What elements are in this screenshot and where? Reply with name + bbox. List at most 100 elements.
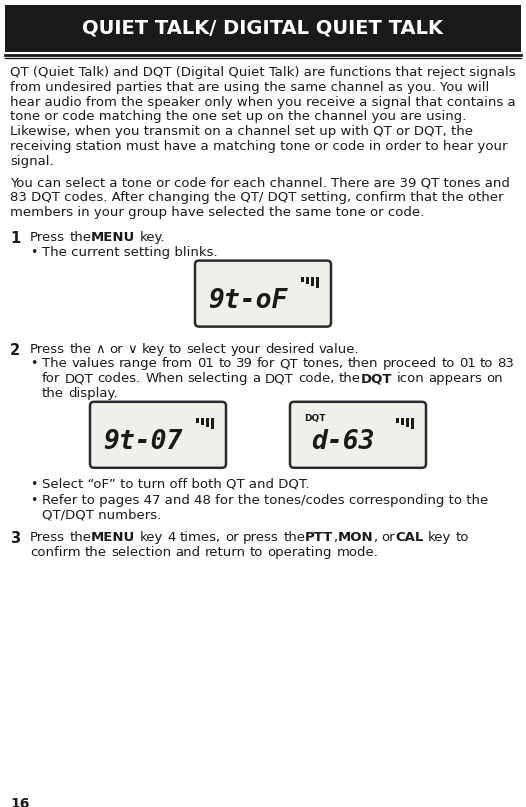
Text: to: to bbox=[456, 531, 469, 544]
Text: Refer to pages 47 and 48 for the tones/codes corresponding to the: Refer to pages 47 and 48 for the tones/c… bbox=[42, 494, 488, 507]
Text: for: for bbox=[257, 358, 276, 370]
Bar bbox=[406, 418, 409, 427]
Text: press: press bbox=[243, 531, 279, 544]
Text: the: the bbox=[42, 387, 64, 400]
Text: When: When bbox=[145, 372, 184, 385]
Bar bbox=[411, 418, 414, 429]
Text: d-63: d-63 bbox=[311, 429, 375, 455]
Text: times,: times, bbox=[180, 531, 221, 544]
Text: QT (Quiet Talk) and DQT (Digital Quiet Talk) are functions that reject signals: QT (Quiet Talk) and DQT (Digital Quiet T… bbox=[10, 66, 515, 79]
Text: on: on bbox=[487, 372, 503, 385]
Text: codes.: codes. bbox=[98, 372, 141, 385]
Text: QUIET TALK/ DIGITAL QUIET TALK: QUIET TALK/ DIGITAL QUIET TALK bbox=[83, 19, 443, 38]
Text: proceed: proceed bbox=[382, 358, 437, 370]
Text: confirm: confirm bbox=[30, 546, 80, 559]
Text: return: return bbox=[205, 546, 246, 559]
Text: MENU: MENU bbox=[91, 531, 136, 544]
Text: •: • bbox=[30, 246, 37, 259]
Text: Press: Press bbox=[30, 531, 65, 544]
Text: 16: 16 bbox=[10, 797, 29, 807]
Text: or: or bbox=[382, 531, 395, 544]
Text: 83 DQT codes. After changing the QT/ DQT setting, confirm that the other: 83 DQT codes. After changing the QT/ DQT… bbox=[10, 191, 503, 204]
Bar bbox=[306, 277, 309, 283]
Bar bbox=[396, 418, 399, 423]
Text: MON: MON bbox=[338, 531, 373, 544]
Text: ∨: ∨ bbox=[127, 343, 137, 356]
Text: key: key bbox=[428, 531, 451, 544]
Bar bbox=[5, 5, 521, 52]
Text: mode.: mode. bbox=[337, 546, 378, 559]
Bar bbox=[196, 418, 199, 423]
Text: 9t-07: 9t-07 bbox=[103, 429, 183, 455]
Text: members in your group have selected the same tone or code.: members in your group have selected the … bbox=[10, 207, 424, 220]
FancyBboxPatch shape bbox=[290, 402, 426, 468]
Text: ,: , bbox=[333, 531, 338, 544]
Text: DQT: DQT bbox=[304, 414, 326, 424]
Text: ∧: ∧ bbox=[96, 343, 105, 356]
Text: Likewise, when you transmit on a channel set up with QT or DQT, the: Likewise, when you transmit on a channel… bbox=[10, 125, 473, 138]
Text: CAL: CAL bbox=[395, 531, 423, 544]
Text: range: range bbox=[119, 358, 158, 370]
Text: You can select a tone or code for each channel. There are 39 QT tones and: You can select a tone or code for each c… bbox=[10, 177, 510, 190]
Text: from undesired parties that are using the same channel as you. You will: from undesired parties that are using th… bbox=[10, 81, 489, 94]
Text: display.: display. bbox=[68, 387, 118, 400]
Text: DQT: DQT bbox=[265, 372, 294, 385]
Bar bbox=[206, 418, 209, 427]
Text: The: The bbox=[42, 358, 67, 370]
Text: hear audio from the speaker only when you receive a signal that contains a: hear audio from the speaker only when yo… bbox=[10, 95, 515, 109]
Text: •: • bbox=[30, 358, 37, 370]
Text: receiving station must have a matching tone or code in order to hear your: receiving station must have a matching t… bbox=[10, 140, 508, 153]
Text: select: select bbox=[187, 343, 226, 356]
Text: icon: icon bbox=[396, 372, 424, 385]
Text: your: your bbox=[230, 343, 260, 356]
Text: •: • bbox=[30, 494, 37, 507]
Bar bbox=[211, 418, 214, 429]
Bar bbox=[316, 277, 319, 287]
Text: the: the bbox=[283, 531, 305, 544]
Text: 1: 1 bbox=[10, 231, 20, 246]
Text: the: the bbox=[69, 231, 91, 244]
FancyBboxPatch shape bbox=[90, 402, 226, 468]
Bar bbox=[311, 277, 314, 286]
Text: 83: 83 bbox=[498, 358, 514, 370]
Text: DQT: DQT bbox=[65, 372, 94, 385]
Text: value.: value. bbox=[319, 343, 359, 356]
Text: from: from bbox=[162, 358, 193, 370]
Text: the: the bbox=[69, 343, 91, 356]
Text: 2: 2 bbox=[10, 343, 20, 358]
Text: Select “oF” to turn off both QT and DQT.: Select “oF” to turn off both QT and DQT. bbox=[42, 478, 309, 491]
Text: then: then bbox=[348, 358, 378, 370]
Text: Press: Press bbox=[30, 343, 65, 356]
Text: selecting: selecting bbox=[188, 372, 248, 385]
Bar bbox=[301, 277, 304, 282]
Text: to: to bbox=[441, 358, 454, 370]
Text: desired: desired bbox=[265, 343, 314, 356]
Text: for: for bbox=[42, 372, 60, 385]
Text: values: values bbox=[71, 358, 115, 370]
Text: signal.: signal. bbox=[10, 155, 54, 168]
Text: key.: key. bbox=[140, 231, 165, 244]
Text: QT/DQT numbers.: QT/DQT numbers. bbox=[42, 508, 161, 521]
Text: 01: 01 bbox=[459, 358, 476, 370]
Text: key: key bbox=[141, 343, 165, 356]
Text: QT: QT bbox=[280, 358, 298, 370]
Text: to: to bbox=[169, 343, 183, 356]
Text: a: a bbox=[252, 372, 260, 385]
Text: 01: 01 bbox=[197, 358, 214, 370]
Text: tones,: tones, bbox=[302, 358, 343, 370]
Text: The current setting blinks.: The current setting blinks. bbox=[42, 246, 218, 259]
Text: to: to bbox=[480, 358, 493, 370]
Text: or: or bbox=[225, 531, 239, 544]
Text: to: to bbox=[218, 358, 231, 370]
Text: or: or bbox=[109, 343, 123, 356]
Text: code,: code, bbox=[298, 372, 334, 385]
Text: DQT: DQT bbox=[360, 372, 392, 385]
Text: the: the bbox=[85, 546, 107, 559]
Text: operating: operating bbox=[268, 546, 332, 559]
Text: and: and bbox=[176, 546, 200, 559]
Text: the: the bbox=[69, 531, 91, 544]
Text: 9t-oF: 9t-oF bbox=[208, 287, 287, 314]
Text: 4: 4 bbox=[167, 531, 176, 544]
Text: the: the bbox=[339, 372, 360, 385]
Bar bbox=[201, 418, 204, 424]
